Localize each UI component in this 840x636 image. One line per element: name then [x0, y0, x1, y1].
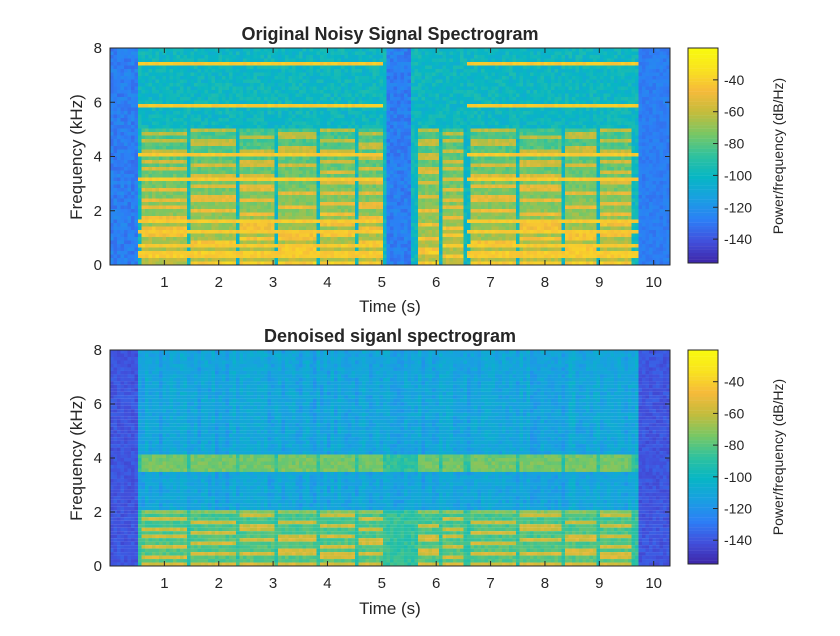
panel-denoised: Denoised siganl spectrogram 1 2 3 4 5 6 7 8 9 10 …: [67, 326, 786, 618]
y-tick-label: 2: [94, 203, 102, 220]
y-axis-label-original: Frequency (kHz): [67, 94, 86, 220]
colorbar-tick-label: -100: [724, 167, 752, 183]
x-tick-label: 2: [215, 575, 223, 592]
panel-original: Original Noisy Signal Spectrogram 1 2 3 4 5 6…: [67, 24, 786, 316]
colorbar-label-denoised: Power/frequency (dB/Hz): [770, 379, 786, 535]
colorbar-tick-label: -40: [724, 374, 744, 390]
x-tick-label: 6: [432, 575, 440, 592]
x-tick-label: 1: [160, 575, 168, 592]
y-ticks-original: 0 2 4 6 8: [94, 40, 670, 274]
colorbar-tick-label: -60: [724, 104, 744, 120]
colorbar-tick-label: -140: [724, 231, 752, 247]
x-ticks-denoised: 1 2 3 4 5 6 7 8 9 10: [160, 350, 662, 592]
colorbar-tick-label: -60: [724, 405, 744, 421]
y-tick-label: 4: [94, 149, 102, 166]
x-tick-label: 3: [269, 274, 277, 291]
y-tick-label: 6: [94, 396, 102, 413]
colorbar-tick-label: -140: [724, 532, 752, 548]
y-axis-label-denoised: Frequency (kHz): [67, 395, 86, 521]
colorbar-denoised: [688, 350, 718, 564]
colorbar-tick-label: -120: [724, 501, 752, 517]
x-tick-label: 10: [645, 575, 662, 592]
x-axis-label-denoised: Time (s): [359, 599, 421, 618]
x-tick-label: 9: [595, 274, 603, 291]
y-tick-label: 2: [94, 504, 102, 521]
y-tick-label: 4: [94, 450, 102, 467]
x-axis-label-original: Time (s): [359, 297, 421, 316]
colorbar-ticks-original: -40 -60 -80 -100 -120 -140: [713, 72, 752, 247]
colorbar-label-original: Power/frequency (dB/Hz): [770, 78, 786, 234]
spectrogram-denoised: [110, 350, 670, 566]
x-tick-label: 9: [595, 575, 603, 592]
colorbar-tick-label: -80: [724, 437, 744, 453]
x-tick-label: 8: [541, 274, 549, 291]
x-tick-label: 4: [323, 274, 331, 291]
x-tick-label: 5: [378, 575, 386, 592]
x-tick-label: 5: [378, 274, 386, 291]
colorbar-tick-label: -40: [724, 72, 744, 88]
chart-title-original: Original Noisy Signal Spectrogram: [241, 24, 538, 44]
colorbar-tick-label: -120: [724, 199, 752, 215]
colorbar-frame-denoised: [687, 349, 719, 565]
colorbar-tick-label: -100: [724, 469, 752, 485]
x-tick-label: 2: [215, 274, 223, 291]
x-tick-label: 8: [541, 575, 549, 592]
colorbar-tick-label: -80: [724, 136, 744, 152]
x-tick-label: 4: [323, 575, 331, 592]
x-tick-label: 7: [486, 575, 494, 592]
y-ticks-denoised: 0 2 4 6 8: [94, 342, 670, 575]
spectrogram-original: [110, 48, 670, 265]
x-tick-label: 1: [160, 274, 168, 291]
x-tick-label: 6: [432, 274, 440, 291]
y-tick-label: 0: [94, 257, 102, 274]
y-tick-label: 6: [94, 94, 102, 111]
chart-title-denoised: Denoised siganl spectrogram: [264, 326, 516, 346]
y-tick-label: 8: [94, 40, 102, 57]
x-tick-label: 10: [645, 274, 662, 291]
x-ticks-original: 1 2 3 4 5 6 7 8 9 10: [160, 48, 662, 291]
colorbar-frame-original: [687, 47, 719, 264]
x-tick-label: 3: [269, 575, 277, 592]
colorbar-ticks-denoised: -40 -60 -80 -100 -120 -140: [713, 374, 752, 548]
y-tick-label: 0: [94, 558, 102, 575]
y-tick-label: 8: [94, 342, 102, 359]
colorbar-original: [688, 48, 718, 263]
x-tick-label: 7: [486, 274, 494, 291]
